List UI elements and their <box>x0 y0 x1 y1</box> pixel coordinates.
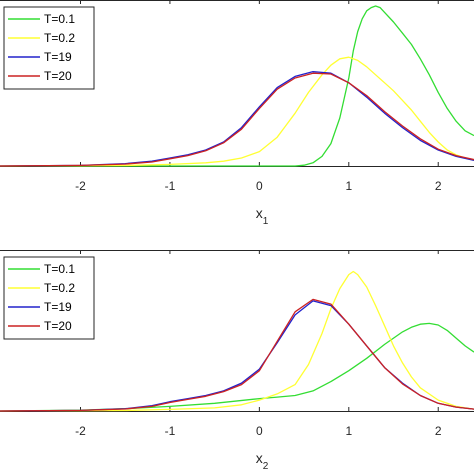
x-tick-label: -2 <box>75 179 86 193</box>
legend: T=0.1 T=0.2 T=19 T=20 <box>3 6 95 90</box>
x-tick-label: 0 <box>256 179 263 193</box>
x-axis-label-subscript: 1 <box>263 216 269 227</box>
legend-entry: T=20 <box>44 319 72 333</box>
x-tick-label: 2 <box>435 179 442 193</box>
x-tick-label: -1 <box>165 424 176 438</box>
series-line-T=0.2 <box>0 56 474 167</box>
legend-entry: T=0.2 <box>44 281 75 295</box>
x-axis-label: x2 <box>256 450 269 472</box>
series-line-T=0.1 <box>0 322 474 412</box>
x-tick-label: 2 <box>435 424 442 438</box>
x-tick-label: 1 <box>345 179 352 193</box>
series-line-T=0.1 <box>0 5 474 167</box>
legend-entry: T=20 <box>44 69 72 83</box>
x-tick-label: 0 <box>256 424 263 438</box>
series-line-T=20 <box>0 298 474 412</box>
legend-entry: T=19 <box>44 50 72 64</box>
legend-entry: T=0.1 <box>44 12 75 26</box>
x-axis-label-subscript: 2 <box>263 461 269 472</box>
series-line-T=0.2 <box>0 270 474 412</box>
x-tick-label: -2 <box>75 424 86 438</box>
legend-entry: T=0.2 <box>44 31 75 45</box>
legend-entry: T=0.1 <box>44 262 75 276</box>
series-line-T=19 <box>0 70 474 167</box>
x-axis-label: x1 <box>256 205 269 227</box>
legend-entry: T=19 <box>44 300 72 314</box>
series-line-T=20 <box>0 72 474 167</box>
x-tick-label: -1 <box>165 179 176 193</box>
top-panel: -2 -1 0 1 2 x1 T=0.1 T=0.2 T=19 T=20 <box>0 0 474 227</box>
legend: T=0.1 T=0.2 T=19 T=20 <box>3 256 95 340</box>
x-tick-label: 1 <box>345 424 352 438</box>
